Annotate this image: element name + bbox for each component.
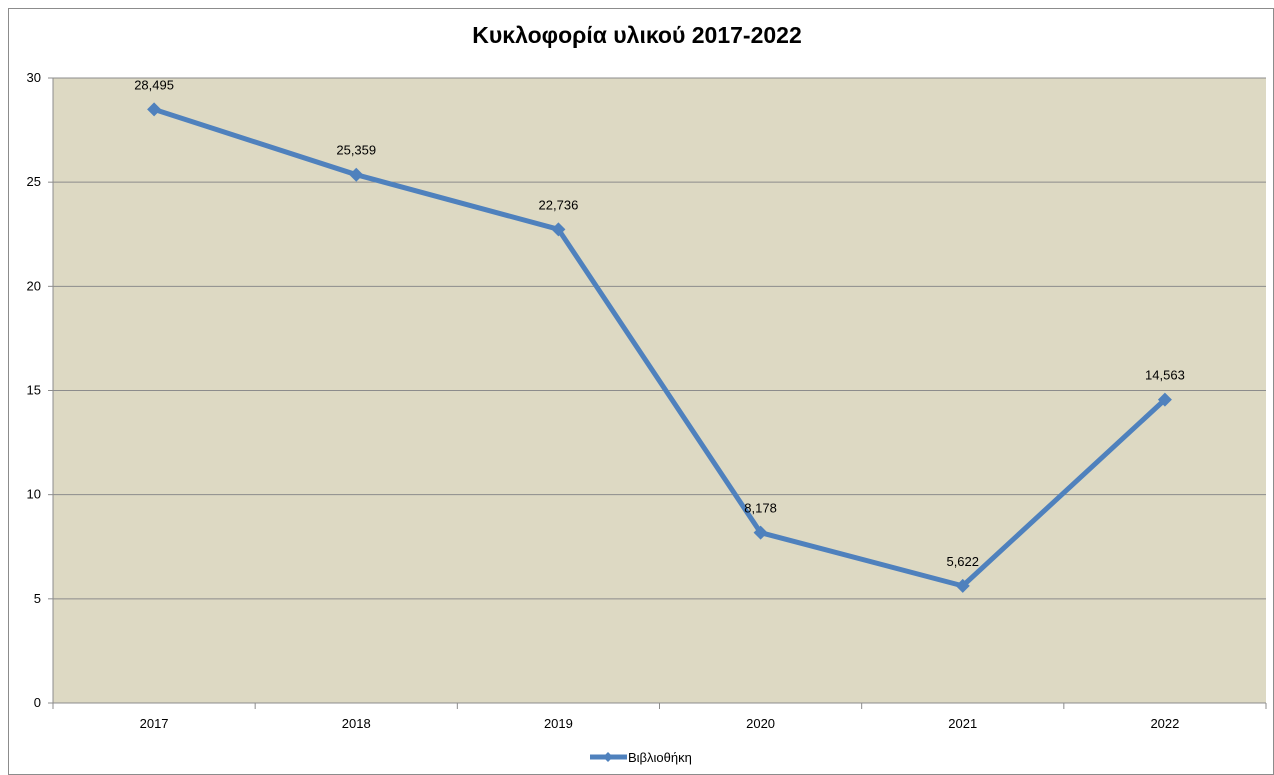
y-tick-label: 0 [34, 695, 41, 710]
data-label: 28,495 [134, 77, 174, 92]
y-tick-label: 10 [27, 487, 41, 502]
data-point-marker[interactable] [1157, 392, 1172, 407]
data-label: 22,736 [539, 197, 579, 212]
x-tick-label: 2020 [746, 716, 775, 731]
data-label: 25,359 [336, 143, 376, 158]
data-point-marker[interactable] [349, 167, 364, 182]
data-labels: 28,495 25,359 22,736 8,178 5,622 14,563 [134, 77, 1185, 569]
y-tick-label: 15 [27, 383, 41, 398]
data-label: 14,563 [1145, 368, 1185, 383]
x-tick-label: 2018 [342, 716, 371, 731]
x-tick-label: 2017 [140, 716, 169, 731]
data-point-marker[interactable] [753, 525, 768, 540]
data-point-marker[interactable] [147, 102, 162, 117]
x-tick-label: 2022 [1150, 716, 1179, 731]
y-tick-label: 5 [34, 591, 41, 606]
data-point-marker[interactable] [551, 222, 566, 237]
x-tick-label: 2019 [544, 716, 573, 731]
axes [52, 78, 1267, 709]
gridlines [48, 77, 1266, 704]
data-point-marker[interactable] [955, 578, 970, 593]
x-tick-label: 2021 [948, 716, 977, 731]
chart-title: Κυκλοφορία υλικού 2017-2022 [472, 22, 802, 48]
legend[interactable]: Βιβλιοθήκη [590, 750, 692, 765]
legend-marker-swatch [603, 752, 613, 762]
series-layer [147, 102, 1172, 593]
series-line [151, 106, 1168, 589]
data-label: 8,178 [744, 501, 777, 516]
y-tick-label: 30 [27, 70, 41, 85]
x-axis-tick-labels: 2017 2018 2019 2020 2021 2022 [140, 716, 1180, 731]
y-tick-label: 25 [27, 174, 41, 189]
data-label: 5,622 [946, 554, 979, 569]
legend-label: Βιβλιοθήκη [628, 750, 692, 765]
y-axis-tick-labels: 0 5 10 15 20 25 30 [27, 70, 41, 710]
y-tick-label: 20 [27, 278, 41, 293]
